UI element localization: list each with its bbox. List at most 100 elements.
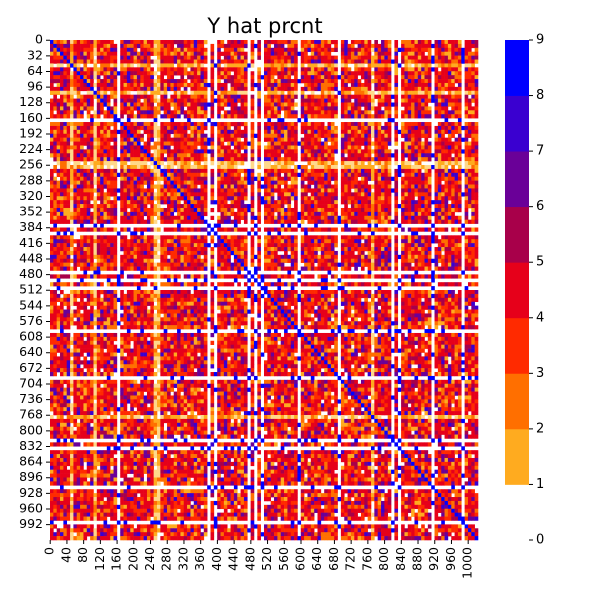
heatmap-cell xyxy=(441,82,445,88)
heatmap-cell xyxy=(106,114,111,119)
heatmap-cell xyxy=(364,71,368,76)
heatmap-cell xyxy=(377,149,382,154)
heatmap-cell xyxy=(220,114,225,119)
heatmap-cell xyxy=(123,141,128,146)
heatmap-cell xyxy=(96,180,101,185)
heatmap-cell xyxy=(103,43,108,49)
heatmap-cell xyxy=(444,55,449,60)
heatmap-cell xyxy=(277,82,282,88)
heatmap-cell xyxy=(190,207,195,213)
heatmap-cell xyxy=(217,125,221,131)
heatmap-cell xyxy=(100,82,104,88)
heatmap-cell xyxy=(83,180,88,185)
heatmap-cell xyxy=(133,165,138,170)
heatmap-cell xyxy=(377,161,382,166)
heatmap-cell xyxy=(110,106,114,111)
heatmap-cell xyxy=(90,122,94,127)
heatmap-cell xyxy=(471,149,475,154)
heatmap-cell xyxy=(327,133,332,138)
heatmap-cell xyxy=(324,149,328,154)
heatmap-cell xyxy=(210,153,215,158)
heatmap-cell xyxy=(136,137,141,142)
heatmap-cell xyxy=(344,102,348,107)
heatmap-cell xyxy=(424,63,429,68)
heatmap-cell xyxy=(243,192,248,197)
heatmap-cell xyxy=(307,40,312,45)
heatmap-cell xyxy=(391,102,395,107)
heatmap-cell xyxy=(157,149,161,154)
heatmap-cell xyxy=(227,59,231,64)
heatmap-cell xyxy=(417,75,422,80)
heatmap-cell xyxy=(193,215,198,220)
heatmap-cell xyxy=(287,207,292,213)
heatmap-cell xyxy=(357,153,362,158)
heatmap-cell xyxy=(133,137,138,142)
heatmap-cell xyxy=(364,55,368,60)
heatmap-cell xyxy=(391,94,395,99)
heatmap-cell xyxy=(444,149,449,154)
heatmap-cell xyxy=(243,67,248,72)
heatmap-cell xyxy=(177,161,181,166)
heatmap-cell xyxy=(56,110,61,115)
heatmap-cell xyxy=(233,125,238,131)
heatmap-cells xyxy=(50,40,479,541)
heatmap-cell xyxy=(126,102,131,107)
heatmap-cell xyxy=(354,90,358,95)
heatmap-cell xyxy=(260,75,265,80)
heatmap-cell xyxy=(411,133,415,138)
heatmap-cell xyxy=(387,149,392,154)
heatmap-cell xyxy=(106,149,111,154)
heatmap-cell xyxy=(287,122,292,127)
heatmap-cell xyxy=(467,55,472,60)
heatmap-cell xyxy=(76,79,81,84)
heatmap-cell xyxy=(237,94,241,99)
heatmap-cell xyxy=(187,118,191,123)
heatmap-cell xyxy=(100,102,104,107)
heatmap-cell xyxy=(217,43,221,49)
heatmap-cell xyxy=(143,86,148,92)
heatmap-cell xyxy=(203,114,208,119)
heatmap-cell xyxy=(357,145,362,150)
heatmap-cell xyxy=(334,165,338,170)
heatmap-cell xyxy=(394,125,399,131)
heatmap-cell xyxy=(320,161,325,166)
heatmap-cell xyxy=(187,207,191,213)
heatmap-cell xyxy=(330,55,335,60)
heatmap-cell xyxy=(270,157,275,162)
heatmap-cell xyxy=(56,207,61,213)
heatmap-cell xyxy=(237,172,241,178)
heatmap-cell xyxy=(80,51,84,56)
heatmap-cell xyxy=(143,114,148,119)
heatmap-cell xyxy=(167,102,171,107)
heatmap-cell xyxy=(190,157,195,162)
heatmap-cell xyxy=(454,47,459,53)
heatmap-cell xyxy=(467,129,472,135)
heatmap-cell xyxy=(444,94,449,99)
heatmap-cell xyxy=(200,51,205,56)
heatmap-cell xyxy=(146,59,151,64)
heatmap-cell xyxy=(210,43,215,49)
heatmap-cell xyxy=(73,200,78,205)
heatmap-cell xyxy=(350,141,355,146)
heatmap-cell xyxy=(157,40,161,45)
heatmap-cell xyxy=(223,51,228,56)
heatmap-cell xyxy=(80,207,84,213)
heatmap-cell xyxy=(381,188,385,193)
heatmap-cell xyxy=(143,98,148,103)
heatmap-cell xyxy=(310,168,315,174)
heatmap-cell xyxy=(340,122,345,127)
heatmap-cell xyxy=(300,90,305,95)
heatmap-cell xyxy=(287,110,292,115)
heatmap-cell xyxy=(287,188,292,193)
heatmap-cell xyxy=(441,86,445,92)
heatmap-cell xyxy=(243,55,248,60)
heatmap-cell xyxy=(264,40,268,45)
heatmap-cell xyxy=(257,125,261,131)
heatmap-cell xyxy=(73,40,78,45)
heatmap-cell xyxy=(464,59,469,64)
heatmap-cell xyxy=(290,137,295,142)
heatmap-cell xyxy=(103,180,108,185)
heatmap-cell xyxy=(274,176,278,181)
heatmap-cell xyxy=(330,79,335,84)
heatmap-cell xyxy=(136,102,141,107)
